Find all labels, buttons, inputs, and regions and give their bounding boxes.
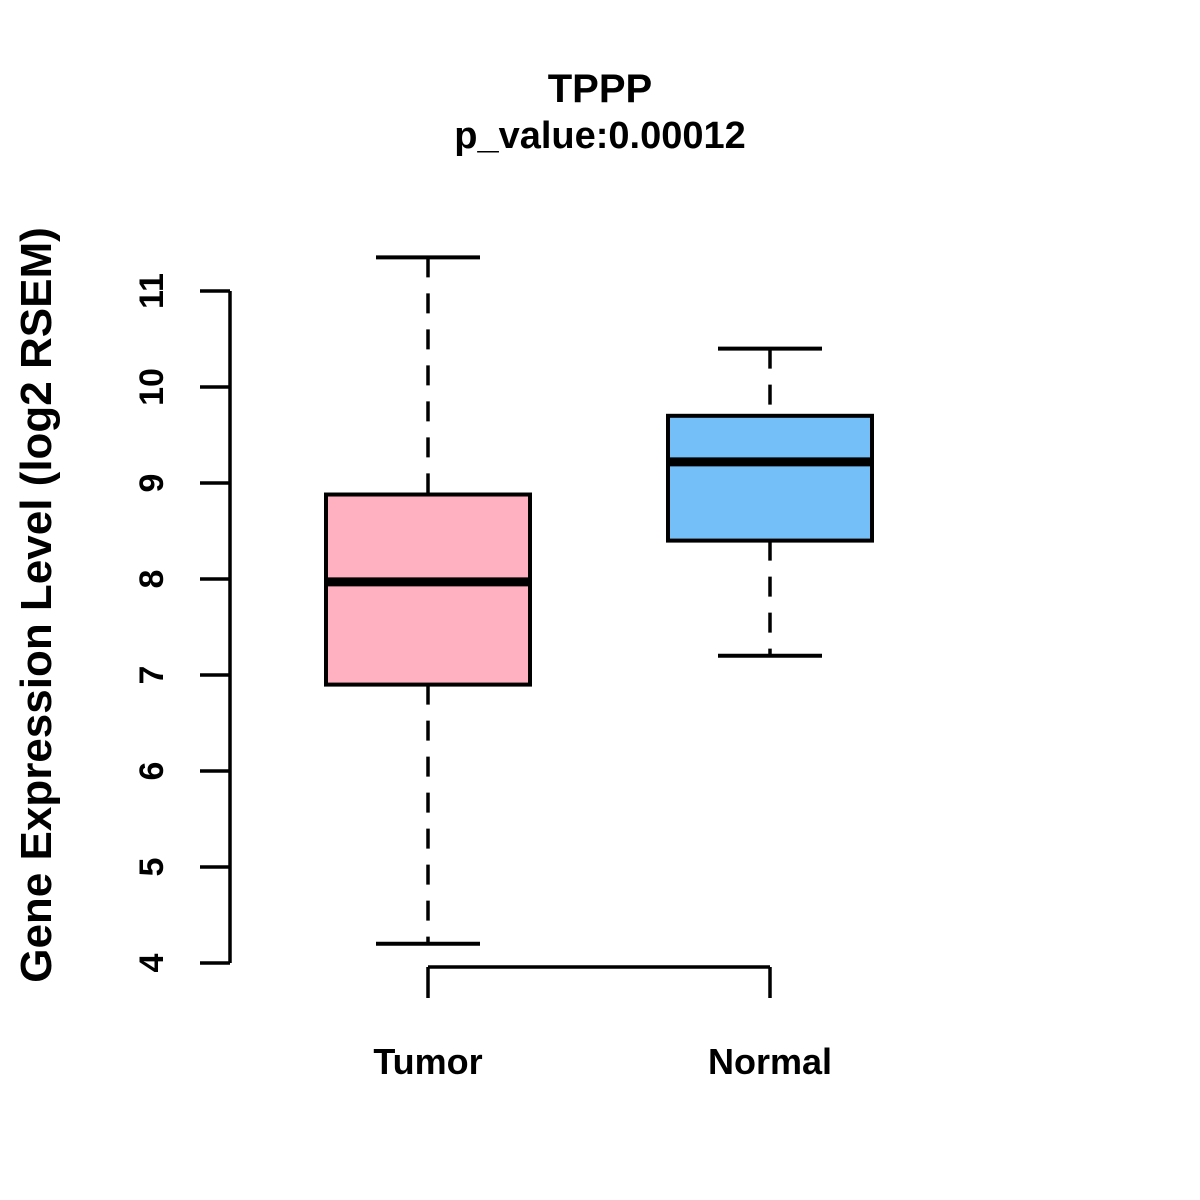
chart-subtitle: p_value:0.00012 — [454, 115, 746, 157]
x-axis-label-tumor: Tumor — [373, 1041, 483, 1082]
y-tick-label: 5 — [133, 858, 171, 877]
y-tick-label: 6 — [133, 762, 171, 781]
box-tumor — [324, 492, 532, 687]
y-tick-label: 8 — [133, 570, 171, 589]
box-normal — [666, 413, 874, 543]
y-tick-label: 11 — [133, 273, 171, 309]
y-tick-label: 10 — [133, 368, 171, 406]
chart-title: TPPP — [547, 67, 653, 111]
x-axis-label-normal: Normal — [707, 1041, 833, 1082]
y-tick-label: 9 — [133, 474, 171, 493]
y-tick-label: 4 — [133, 953, 171, 972]
y-tick-label: 7 — [133, 666, 171, 685]
